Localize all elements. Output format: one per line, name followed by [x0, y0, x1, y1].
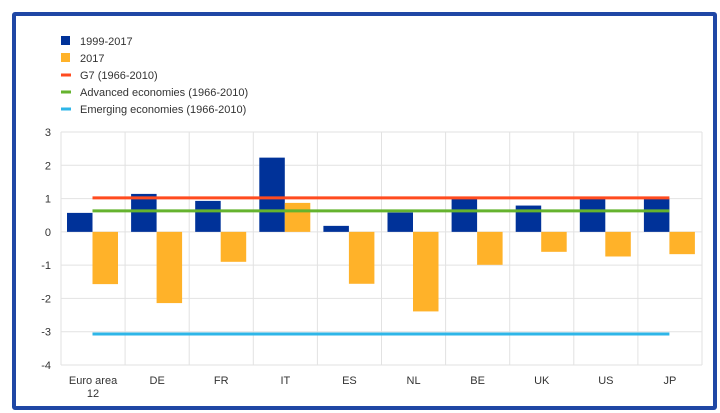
y-tick-label: -2 [41, 293, 51, 305]
legend-label: Advanced economies (1966-2010) [80, 87, 248, 99]
y-tick-label: -4 [41, 360, 51, 372]
legend-swatch [61, 53, 70, 62]
bar-2017 [541, 231, 567, 252]
bar-2017 [220, 231, 247, 262]
legend-swatch [61, 36, 70, 45]
y-tick-label: 3 [45, 127, 51, 139]
bar-2017 [284, 202, 311, 232]
x-tick-label: FR [214, 375, 229, 387]
bar-2017 [605, 231, 631, 257]
bar-1999-2017 [579, 198, 606, 232]
x-tick-label: US [598, 375, 613, 387]
legend-swatch [61, 90, 71, 94]
bar-2017 [477, 231, 503, 265]
bar-1999-2017 [451, 198, 478, 232]
bar-1999-2017 [643, 198, 670, 232]
bar-1999-2017 [195, 200, 221, 232]
y-tick-label: 2 [45, 160, 51, 172]
y-tick-label: -3 [41, 327, 51, 339]
bar-2017 [348, 231, 375, 284]
bar-1999-2017 [387, 212, 413, 232]
x-tick-label: IT [280, 375, 290, 387]
x-tick-label: Euro area 12 [69, 375, 118, 400]
x-tick-label: JP [664, 375, 677, 387]
legend-swatch [61, 73, 71, 77]
x-tick-label: NL [407, 375, 421, 387]
legend-label: Emerging economies (1966-2010) [80, 104, 246, 116]
bar-1999-2017 [323, 225, 349, 232]
bar-2017 [92, 231, 118, 285]
bar-1999-2017 [67, 212, 93, 232]
bar-1999-2017 [259, 157, 285, 232]
x-tick-label: ES [342, 375, 357, 387]
legend-label: 1999-2017 [80, 36, 133, 48]
x-tick-label: DE [150, 375, 165, 387]
y-tick-label: 0 [45, 227, 51, 239]
y-tick-label: -1 [41, 260, 51, 272]
bar-2017 [669, 231, 695, 255]
bar-1999-2017 [131, 193, 157, 232]
legend-label: 2017 [80, 53, 104, 65]
y-tick-label: 1 [45, 194, 51, 206]
x-tick-label: UK [534, 375, 550, 387]
x-tick-label: BE [470, 375, 485, 387]
bar-2017 [413, 231, 439, 312]
legend-label: G7 (1966-2010) [80, 70, 158, 82]
legend-swatch [61, 107, 71, 111]
bar-2017 [156, 231, 183, 304]
